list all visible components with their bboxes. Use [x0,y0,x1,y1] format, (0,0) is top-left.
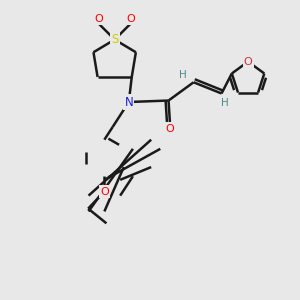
Text: O: O [166,124,174,134]
Text: O: O [127,14,135,24]
Text: O: O [100,187,109,196]
Text: O: O [94,14,103,24]
Text: N: N [124,95,133,109]
Text: H: H [221,98,229,108]
Text: H: H [179,70,187,80]
Text: S: S [111,33,118,46]
Text: O: O [244,57,252,67]
